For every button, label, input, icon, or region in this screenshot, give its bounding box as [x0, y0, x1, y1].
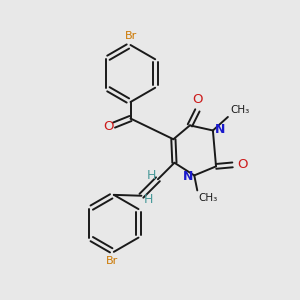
Text: N: N	[182, 169, 193, 182]
Text: Br: Br	[124, 31, 136, 41]
Text: CH₃: CH₃	[199, 194, 218, 203]
Text: O: O	[192, 93, 203, 106]
Text: H: H	[143, 193, 153, 206]
Text: CH₃: CH₃	[230, 106, 249, 116]
Text: H: H	[147, 169, 156, 182]
Text: O: O	[103, 120, 114, 133]
Text: O: O	[237, 158, 247, 171]
Text: N: N	[214, 123, 225, 136]
Text: Br: Br	[106, 256, 118, 266]
